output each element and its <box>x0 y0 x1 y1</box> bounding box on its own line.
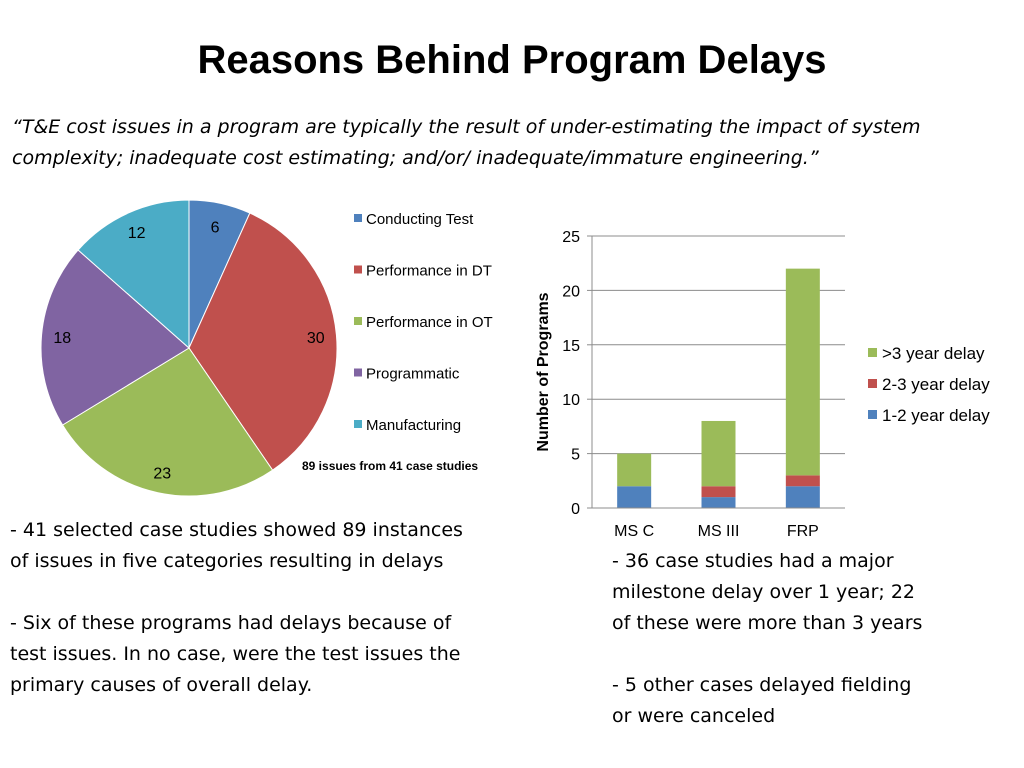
bar-y-tick-label: 20 <box>562 283 580 300</box>
bar-y-axis-label: Number of Programs <box>535 292 552 451</box>
bar-segment <box>617 486 652 508</box>
left-line: of issues in five categories resulting i… <box>10 550 444 572</box>
bar-y-tick-label: 25 <box>562 229 580 246</box>
pie-chart: 6 30 23 18 12 <box>40 199 338 497</box>
pie-legend-swatch <box>354 420 362 428</box>
bar-legend-label: 2-3 year delay <box>882 375 990 394</box>
right-line: - 36 case studies had a major <box>612 550 894 572</box>
bar-x-tick-label: MS III <box>698 523 740 540</box>
pie-slice <box>188 212 338 471</box>
left-line <box>10 577 463 608</box>
bar-segment <box>785 475 820 487</box>
bar-segment <box>785 486 820 508</box>
quote-line: “T&E cost issues in a program are typica… <box>12 116 921 138</box>
bar-segment <box>617 453 652 487</box>
bar-y-tick-label: 10 <box>562 392 580 409</box>
slide-title: Reasons Behind Program Delays <box>197 38 827 82</box>
pie-data-label: 6 <box>211 219 220 236</box>
left-line: test issues. In no case, were the test i… <box>10 643 461 665</box>
right-bullets: - 36 case studies had a major milestone … <box>612 546 922 732</box>
right-line <box>612 639 922 670</box>
pie-legend-label: Conducting Test <box>366 211 474 228</box>
pie-data-label: 18 <box>53 330 71 347</box>
bar-y-tick-label: 5 <box>571 447 580 464</box>
bar-legend: >3 year delay 2-3 year delay 1-2 year dela… <box>868 344 990 425</box>
bar-legend-swatch <box>868 348 877 357</box>
right-line: - 5 other cases delayed fielding <box>612 674 912 696</box>
bar-x-tick-label: FRP <box>787 523 819 540</box>
pie-legend-swatch <box>354 317 362 325</box>
pie-slice <box>61 347 274 497</box>
pie-legend-swatch <box>354 265 362 274</box>
left-bullets: - 41 selected case studies showed 89 ins… <box>10 515 463 701</box>
left-line: - Six of these programs had delays becau… <box>10 612 452 634</box>
bar-segment <box>701 486 736 498</box>
bar-y-tick-label: 0 <box>571 501 580 518</box>
bar-segment <box>785 268 820 476</box>
pie-annotation: 89 issues from 41 case studies <box>302 459 478 473</box>
right-line: or were canceled <box>612 705 776 727</box>
bar-legend-label: >3 year delay <box>882 344 985 363</box>
bar-x-tick-label: MS C <box>614 523 654 540</box>
bar-segment <box>701 420 736 487</box>
right-line: milestone delay over 1 year; 22 <box>612 581 915 603</box>
right-line: of these were more than 3 years <box>612 612 923 634</box>
left-line: - 41 selected case studies showed 89 ins… <box>10 519 463 541</box>
pie-data-label: 23 <box>153 465 171 482</box>
left-line: primary causes of overall delay. <box>10 674 313 696</box>
bar-segment <box>701 497 736 508</box>
pie-legend-label: Performance in DT <box>366 263 492 280</box>
bar-legend-swatch <box>868 410 877 419</box>
pie-slice <box>40 249 190 426</box>
bar-chart: 0 5 10 15 20 25 MS C MS III FRP <box>562 229 845 540</box>
bar-legend-label: 1-2 year delay <box>882 406 990 425</box>
pie-legend-swatch <box>354 368 362 377</box>
pie-legend-swatch <box>354 214 362 222</box>
pie-data-label: 12 <box>128 225 146 242</box>
quote-text: “T&E cost issues in a program are typica… <box>12 112 1012 174</box>
pie-legend-label: Performance in OT <box>366 314 493 331</box>
bar-y-tick-label: 15 <box>562 338 580 355</box>
pie-slice <box>77 199 190 350</box>
quote-line: complexity; inadequate cost estimating; … <box>12 147 819 169</box>
bar-legend-swatch <box>868 379 877 388</box>
pie-legend: Conducting Test Performance in DT Performa… <box>354 211 493 434</box>
pie-legend-label: Programmatic <box>366 366 460 383</box>
pie-legend-label: Manufacturing <box>366 417 461 434</box>
pie-data-label: 30 <box>307 330 325 347</box>
